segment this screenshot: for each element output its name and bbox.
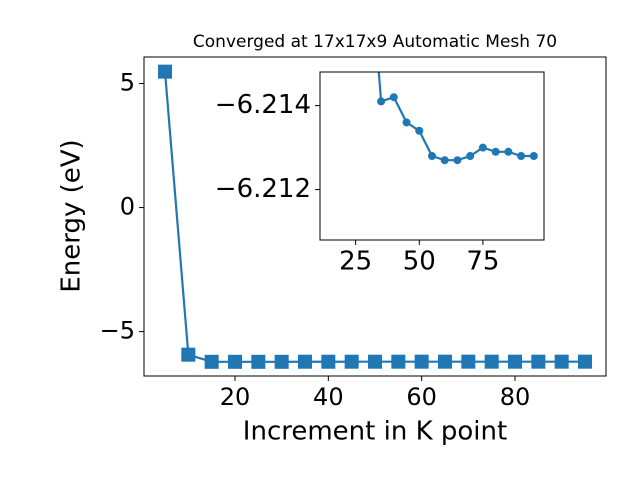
marker — [466, 152, 475, 160]
y-tick-label: 5 — [120, 69, 135, 97]
x-axis-label: Increment in K point — [243, 417, 507, 447]
x-tick-label: 80 — [500, 383, 531, 411]
x-tick-label: 50 — [403, 247, 436, 277]
marker — [440, 156, 449, 165]
marker — [484, 354, 499, 369]
marker — [377, 97, 386, 106]
marker — [321, 354, 336, 369]
axes-frame — [143, 56, 607, 377]
marker — [274, 354, 289, 369]
axes-frame — [319, 71, 545, 241]
y-tick-label: −6.212 — [215, 174, 311, 204]
marker — [415, 126, 424, 135]
marker — [554, 354, 569, 369]
marker — [181, 347, 196, 362]
marker — [228, 354, 242, 369]
marker — [414, 354, 429, 369]
marker — [298, 354, 312, 369]
marker — [368, 354, 382, 369]
y-axis-label: Energy (eV) — [57, 139, 87, 292]
marker — [438, 354, 452, 369]
plot-content — [377, 72, 538, 165]
marker — [504, 147, 513, 156]
marker — [578, 354, 592, 369]
plot-content — [158, 64, 592, 369]
marker — [389, 93, 398, 102]
chart-title: Converged at 17x17x9 Automatic Mesh 70 — [193, 32, 557, 52]
marker — [402, 118, 411, 127]
marker — [529, 152, 538, 160]
marker — [461, 354, 476, 369]
marker — [204, 354, 219, 369]
marker — [531, 354, 546, 369]
marker — [391, 354, 406, 369]
marker — [428, 152, 436, 160]
marker — [158, 64, 172, 79]
x-tick-label: 60 — [406, 383, 437, 411]
x-tick-label: 40 — [313, 383, 344, 411]
marker — [478, 143, 487, 152]
marker — [344, 354, 359, 369]
y-tick-label: 0 — [120, 193, 135, 221]
x-tick-label: 20 — [220, 383, 251, 411]
marker — [508, 354, 522, 369]
x-tick-label: 25 — [339, 247, 372, 277]
y-tick-label: −6.214 — [215, 90, 311, 120]
marker — [491, 147, 500, 156]
marker — [517, 152, 526, 160]
marker — [251, 354, 266, 369]
y-tick-label: −5 — [100, 317, 135, 345]
x-tick-label: 75 — [466, 247, 499, 277]
marker — [453, 156, 462, 165]
